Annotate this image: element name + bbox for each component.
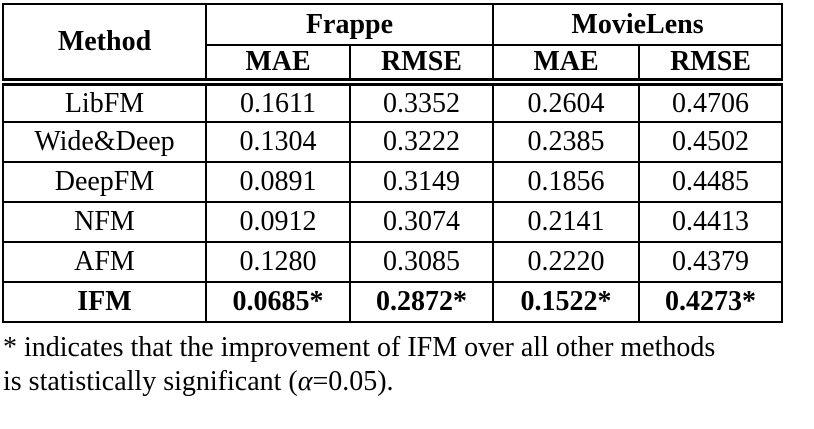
value-cell: 0.0685* bbox=[205, 281, 351, 323]
value-cell: 0.2141 bbox=[492, 201, 641, 243]
value-cell: 0.2604 bbox=[492, 78, 641, 123]
method-cell: LibFM bbox=[2, 78, 207, 123]
table-row: LibFM 0.1611 0.3352 0.2604 0.4706 bbox=[2, 78, 784, 123]
value-cell: 0.3222 bbox=[348, 121, 495, 163]
table-row-best-method: IFM 0.0685* 0.2872* 0.1522* 0.4273* bbox=[2, 281, 784, 323]
subheader-movielens-rmse: RMSE bbox=[638, 44, 784, 83]
footnote-line2-suffix: =0.05). bbox=[312, 366, 394, 397]
value-cell: 0.3085 bbox=[348, 241, 495, 283]
subheader-frappe-mae: MAE bbox=[205, 44, 351, 83]
method-cell: IFM bbox=[2, 281, 207, 323]
significance-footnote: * indicates that the improvement of IFM … bbox=[3, 331, 813, 399]
dataset-header-movielens: MovieLens bbox=[492, 3, 784, 46]
subheader-frappe-rmse: RMSE bbox=[348, 44, 495, 83]
table-row: AFM 0.1280 0.3085 0.2220 0.4379 bbox=[2, 241, 784, 283]
alpha-symbol: α bbox=[297, 366, 313, 397]
value-cell: 0.1611 bbox=[205, 78, 351, 123]
value-cell: 0.3149 bbox=[348, 161, 495, 203]
method-cell: Wide&Deep bbox=[2, 121, 207, 163]
value-cell: 0.4706 bbox=[638, 78, 784, 123]
method-cell: DeepFM bbox=[2, 161, 207, 203]
value-cell: 0.4485 bbox=[638, 161, 784, 203]
table-row: NFM 0.0912 0.3074 0.2141 0.4413 bbox=[2, 201, 784, 243]
method-cell: AFM bbox=[2, 241, 207, 283]
subheader-movielens-mae: MAE bbox=[492, 44, 641, 83]
value-cell: 0.4413 bbox=[638, 201, 784, 243]
results-table: Method Frappe MovieLens MAE RMSE MAE RMS… bbox=[2, 3, 784, 323]
value-cell: 0.1856 bbox=[492, 161, 641, 203]
value-cell: 0.4273* bbox=[638, 281, 784, 323]
table-row: Wide&Deep 0.1304 0.3222 0.2385 0.4502 bbox=[2, 121, 784, 163]
value-cell: 0.2872* bbox=[348, 281, 495, 323]
value-cell: 0.0891 bbox=[205, 161, 351, 203]
value-cell: 0.0912 bbox=[205, 201, 351, 243]
footnote-line1: * indicates that the improvement of IFM … bbox=[3, 332, 716, 363]
method-cell: NFM bbox=[2, 201, 207, 243]
value-cell: 0.3074 bbox=[348, 201, 495, 243]
value-cell: 0.1304 bbox=[205, 121, 351, 163]
value-cell: 0.4379 bbox=[638, 241, 784, 283]
footnote-line2-prefix: is statistically significant ( bbox=[3, 366, 298, 397]
value-cell: 0.4502 bbox=[638, 121, 784, 163]
value-cell: 0.1280 bbox=[205, 241, 351, 283]
value-cell: 0.1522* bbox=[492, 281, 641, 323]
value-cell: 0.2220 bbox=[492, 241, 641, 283]
value-cell: 0.2385 bbox=[492, 121, 641, 163]
value-cell: 0.3352 bbox=[348, 78, 495, 123]
column-header-method: Method bbox=[2, 3, 207, 83]
dataset-header-frappe: Frappe bbox=[204, 3, 495, 46]
table-row: DeepFM 0.0891 0.3149 0.1856 0.4485 bbox=[2, 161, 784, 203]
